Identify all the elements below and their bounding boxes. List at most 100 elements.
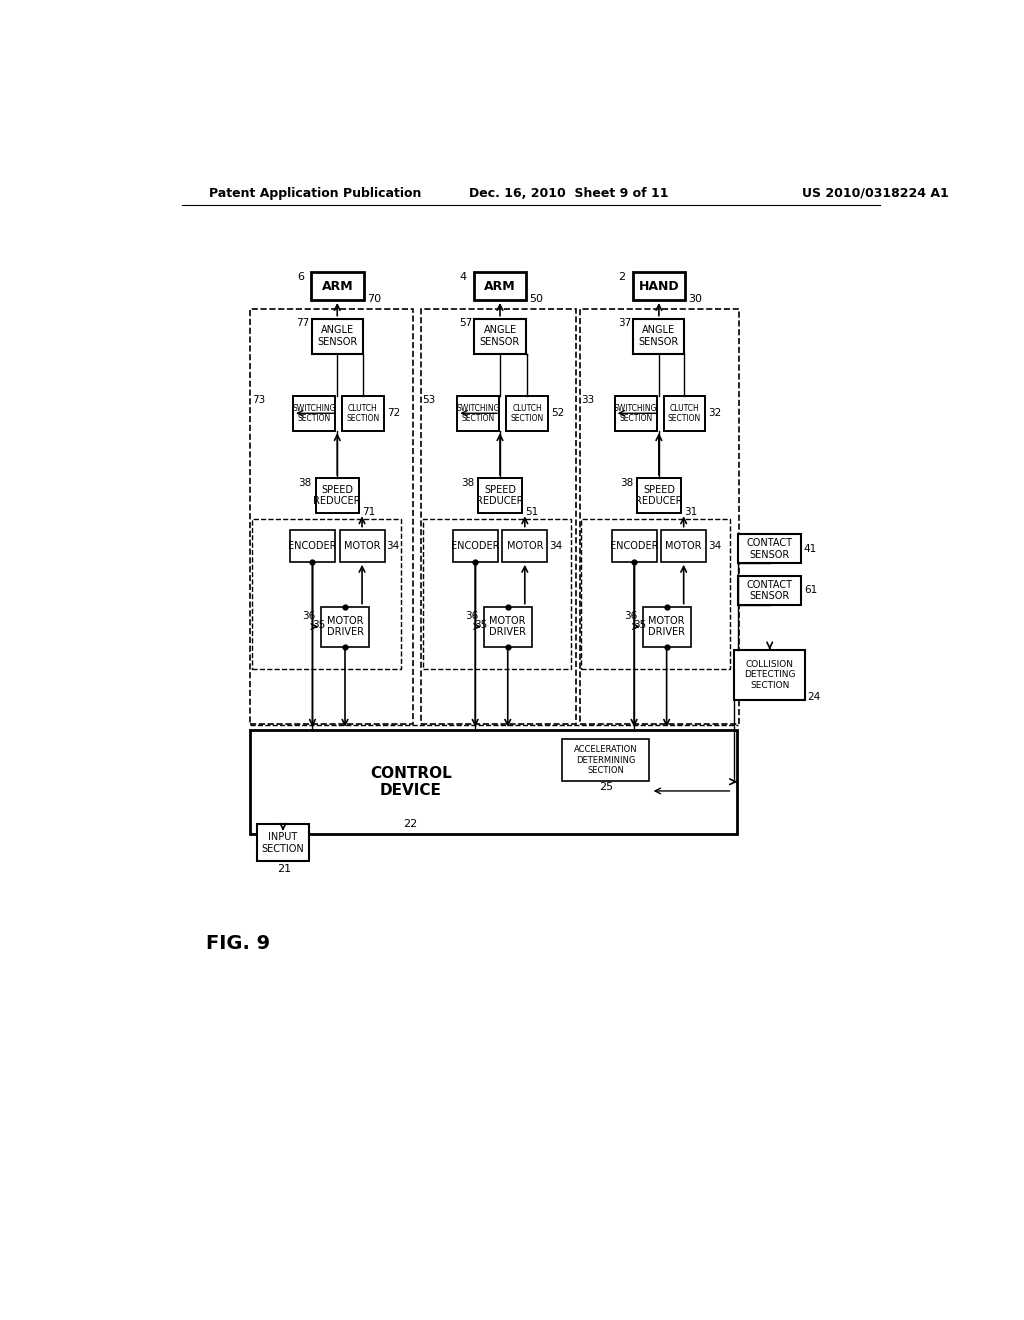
Text: 71: 71 bbox=[362, 507, 376, 517]
Text: SWITCHING
SECTION: SWITCHING SECTION bbox=[613, 404, 657, 422]
Text: MOTOR
DRIVER: MOTOR DRIVER bbox=[489, 615, 526, 638]
Text: 38: 38 bbox=[461, 478, 474, 487]
Bar bbox=[421, 309, 575, 725]
Bar bbox=[423, 519, 571, 669]
Bar bbox=[562, 739, 649, 781]
Bar bbox=[734, 649, 805, 700]
Bar bbox=[257, 825, 308, 862]
Text: MOTOR
DRIVER: MOTOR DRIVER bbox=[648, 615, 685, 638]
Bar bbox=[315, 478, 359, 513]
Text: 77: 77 bbox=[296, 318, 309, 329]
Text: 21: 21 bbox=[276, 865, 291, 874]
Text: MOTOR
DRIVER: MOTOR DRIVER bbox=[327, 615, 364, 638]
Text: MOTOR: MOTOR bbox=[507, 541, 543, 550]
Text: CLUTCH
SECTION: CLUTCH SECTION bbox=[511, 404, 544, 422]
Text: Dec. 16, 2010  Sheet 9 of 11: Dec. 16, 2010 Sheet 9 of 11 bbox=[469, 186, 669, 199]
Text: 38: 38 bbox=[621, 478, 634, 487]
Text: 37: 37 bbox=[617, 318, 631, 329]
Text: CONTROL
DEVICE: CONTROL DEVICE bbox=[371, 766, 452, 797]
Text: 53: 53 bbox=[423, 395, 436, 405]
Text: 61: 61 bbox=[804, 585, 817, 595]
Bar bbox=[582, 519, 730, 669]
Bar bbox=[458, 396, 500, 430]
Text: MOTOR: MOTOR bbox=[666, 541, 701, 550]
Bar bbox=[637, 478, 681, 513]
Text: SPEED
REDUCER: SPEED REDUCER bbox=[313, 484, 361, 507]
Text: MOTOR: MOTOR bbox=[344, 541, 380, 550]
Bar bbox=[633, 318, 684, 354]
Bar bbox=[251, 309, 414, 725]
Text: 32: 32 bbox=[709, 408, 722, 418]
Text: SPEED
REDUCER: SPEED REDUCER bbox=[476, 484, 523, 507]
Bar bbox=[474, 318, 525, 354]
Text: SWITCHING
SECTION: SWITCHING SECTION bbox=[292, 404, 336, 422]
Text: COLLISION
DETECTING
SECTION: COLLISION DETECTING SECTION bbox=[744, 660, 796, 689]
Bar bbox=[340, 529, 385, 562]
Text: US 2010/0318224 A1: US 2010/0318224 A1 bbox=[802, 186, 949, 199]
Bar bbox=[474, 272, 526, 300]
Bar bbox=[252, 519, 400, 669]
Bar bbox=[321, 607, 369, 647]
Text: 30: 30 bbox=[688, 293, 702, 304]
Text: 57: 57 bbox=[459, 318, 472, 329]
Bar bbox=[251, 730, 737, 834]
Bar bbox=[453, 529, 498, 562]
Text: CLUTCH
SECTION: CLUTCH SECTION bbox=[346, 404, 380, 422]
Text: 35: 35 bbox=[474, 620, 487, 630]
Text: 52: 52 bbox=[551, 408, 564, 418]
Text: Patent Application Publication: Patent Application Publication bbox=[209, 186, 422, 199]
Bar bbox=[342, 396, 384, 430]
Text: 72: 72 bbox=[387, 408, 400, 418]
Bar bbox=[614, 396, 656, 430]
Bar bbox=[506, 396, 548, 430]
Text: 25: 25 bbox=[599, 783, 613, 792]
Text: ARM: ARM bbox=[322, 280, 353, 293]
Bar bbox=[611, 529, 656, 562]
Text: CONTACT
SENSOR: CONTACT SENSOR bbox=[746, 539, 793, 560]
Text: 34: 34 bbox=[549, 541, 562, 550]
Text: 22: 22 bbox=[403, 820, 418, 829]
Bar bbox=[738, 535, 802, 564]
Text: ARM: ARM bbox=[484, 280, 516, 293]
Text: 4: 4 bbox=[460, 272, 467, 282]
Text: ENCODER: ENCODER bbox=[610, 541, 658, 550]
Text: CLUTCH
SECTION: CLUTCH SECTION bbox=[668, 404, 701, 422]
Bar bbox=[483, 607, 531, 647]
Bar bbox=[643, 607, 690, 647]
Text: 51: 51 bbox=[524, 507, 538, 517]
Text: 6: 6 bbox=[297, 272, 304, 282]
Text: ANGLE
SENSOR: ANGLE SENSOR bbox=[317, 326, 357, 347]
Text: ANGLE
SENSOR: ANGLE SENSOR bbox=[480, 326, 520, 347]
Bar bbox=[633, 272, 685, 300]
Text: 36: 36 bbox=[465, 611, 478, 620]
Text: FIG. 9: FIG. 9 bbox=[206, 935, 269, 953]
Text: SPEED
REDUCER: SPEED REDUCER bbox=[635, 484, 683, 507]
Bar bbox=[664, 396, 706, 430]
Text: 34: 34 bbox=[386, 541, 399, 550]
Text: 73: 73 bbox=[252, 395, 265, 405]
Text: ENCODER: ENCODER bbox=[451, 541, 500, 550]
Text: HAND: HAND bbox=[639, 280, 679, 293]
Bar bbox=[580, 309, 738, 725]
Text: 41: 41 bbox=[804, 544, 817, 554]
Text: 38: 38 bbox=[299, 478, 311, 487]
Text: 33: 33 bbox=[582, 395, 595, 405]
Text: 2: 2 bbox=[618, 272, 626, 282]
Text: INPUT
SECTION: INPUT SECTION bbox=[261, 832, 304, 854]
Text: ACCELERATION
DETERMINING
SECTION: ACCELERATION DETERMINING SECTION bbox=[573, 746, 638, 775]
Bar bbox=[293, 396, 335, 430]
Text: 31: 31 bbox=[684, 507, 697, 517]
Bar bbox=[311, 318, 362, 354]
Text: ENCODER: ENCODER bbox=[288, 541, 337, 550]
Bar bbox=[738, 576, 802, 605]
Bar bbox=[662, 529, 707, 562]
Text: 36: 36 bbox=[302, 611, 315, 620]
Bar bbox=[311, 272, 364, 300]
Text: SWITCHING
SECTION: SWITCHING SECTION bbox=[457, 404, 500, 422]
Text: 35: 35 bbox=[633, 620, 646, 630]
Text: 36: 36 bbox=[624, 611, 637, 620]
Text: CONTACT
SENSOR: CONTACT SENSOR bbox=[746, 579, 793, 601]
Text: 70: 70 bbox=[367, 293, 381, 304]
Text: ANGLE
SENSOR: ANGLE SENSOR bbox=[639, 326, 679, 347]
Text: 24: 24 bbox=[808, 692, 821, 702]
